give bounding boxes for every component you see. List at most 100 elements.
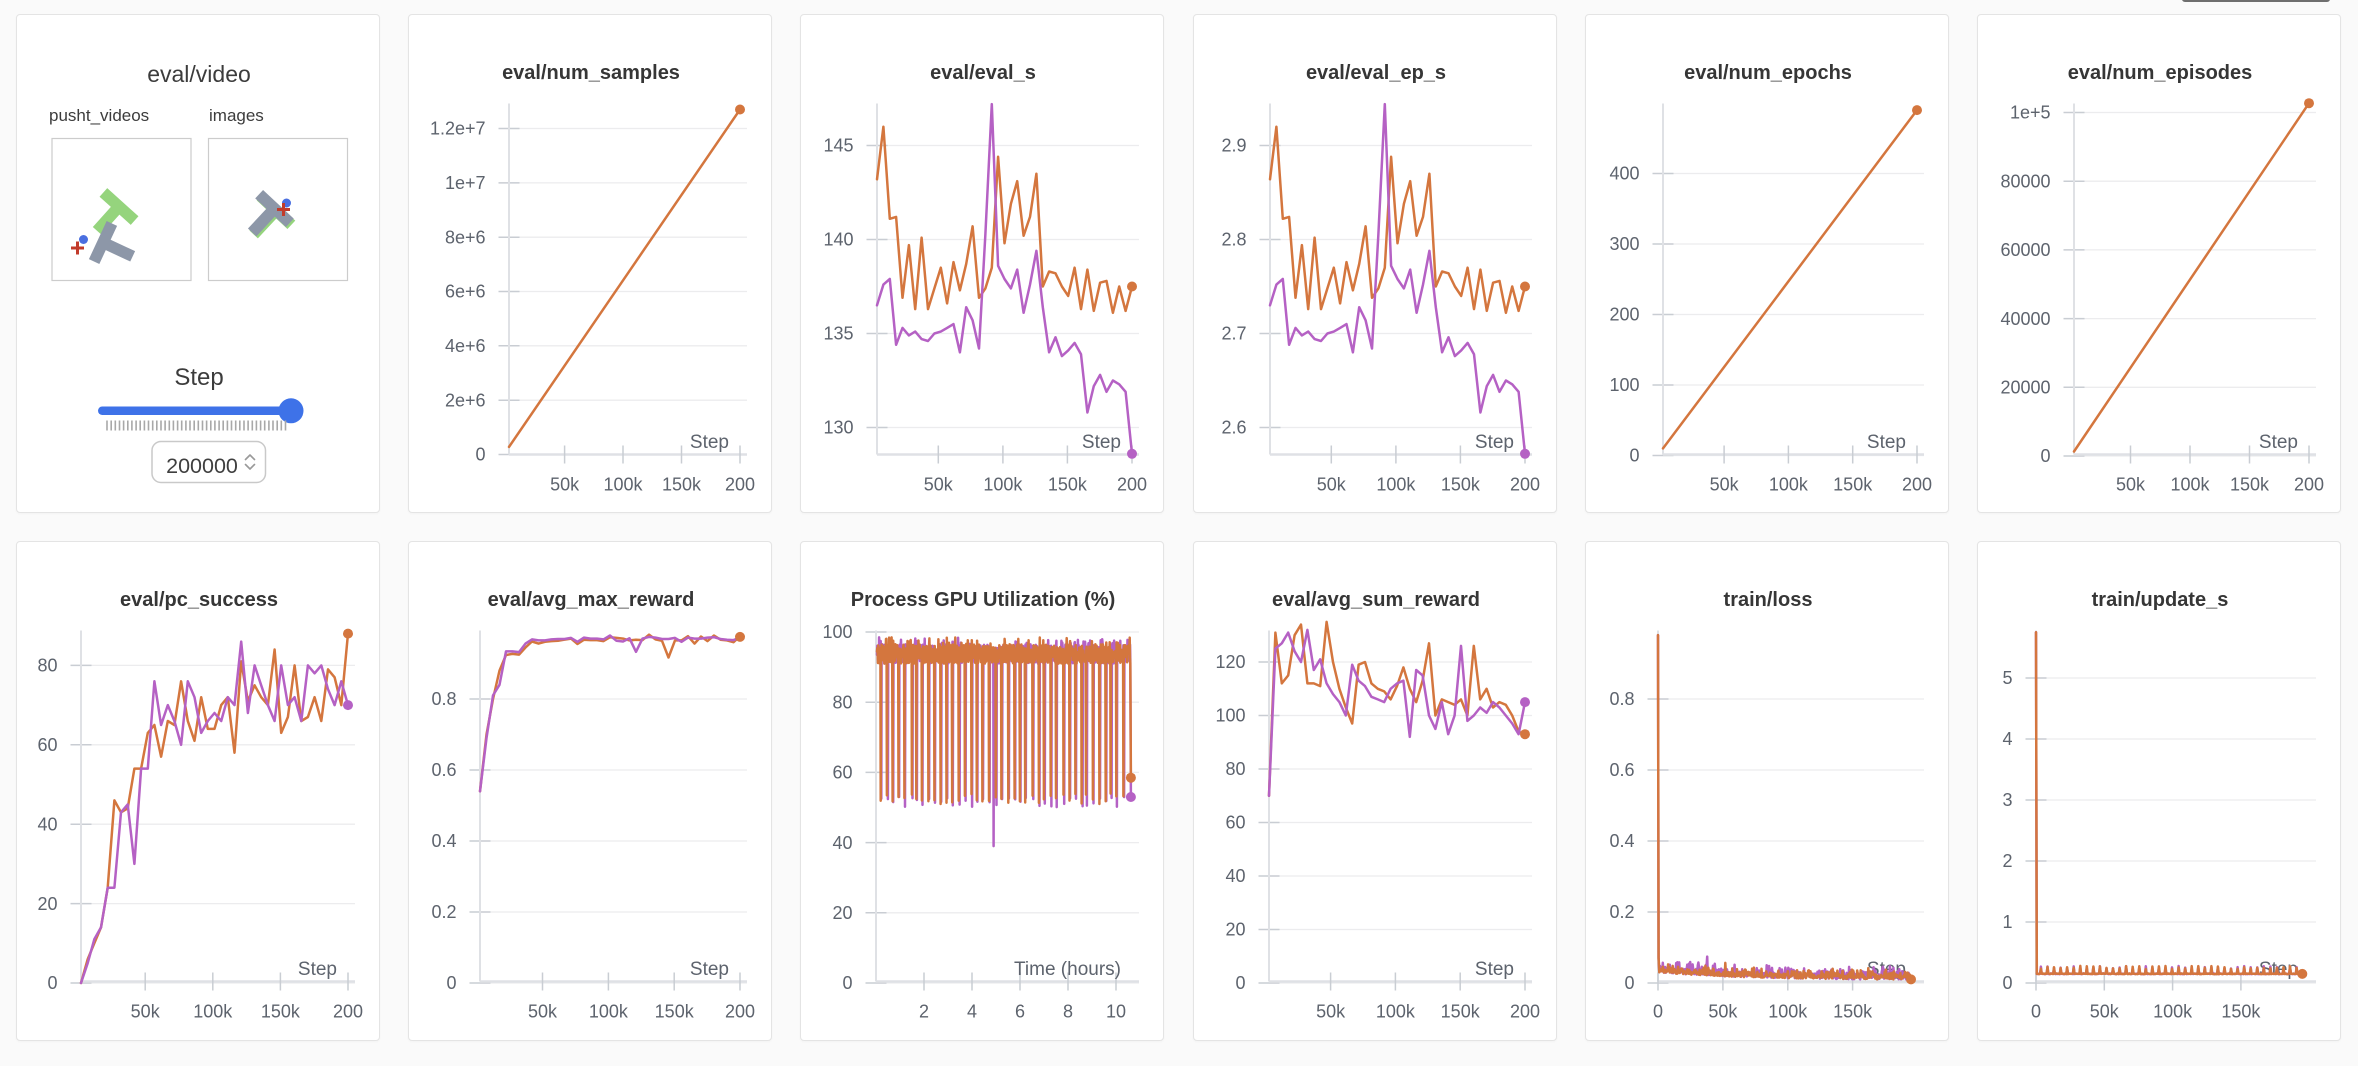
- svg-text:0.4: 0.4: [1609, 831, 1634, 851]
- svg-text:Step: Step: [1082, 432, 1121, 453]
- svg-text:100k: 100k: [604, 474, 644, 494]
- svg-text:Step: Step: [298, 959, 337, 980]
- svg-text:0: 0: [843, 973, 853, 993]
- svg-text:150k: 150k: [1833, 474, 1873, 494]
- svg-text:200: 200: [1902, 474, 1932, 494]
- svg-text:0.6: 0.6: [432, 760, 457, 780]
- svg-text:135: 135: [824, 323, 854, 343]
- svg-text:0: 0: [476, 444, 486, 464]
- svg-text:50k: 50k: [550, 474, 580, 494]
- svg-text:60: 60: [833, 763, 853, 783]
- svg-text:Process GPU Utilization (%): Process GPU Utilization (%): [851, 589, 1116, 611]
- svg-text:4: 4: [967, 1002, 977, 1022]
- svg-text:6: 6: [1015, 1002, 1025, 1022]
- svg-text:150k: 150k: [1440, 1002, 1480, 1022]
- svg-text:50k: 50k: [131, 1002, 161, 1022]
- svg-text:50k: 50k: [528, 1002, 558, 1022]
- svg-text:100: 100: [1215, 706, 1245, 726]
- svg-text:0.2: 0.2: [432, 902, 457, 922]
- svg-text:150k: 150k: [1048, 474, 1088, 494]
- svg-text:images: images: [209, 106, 264, 125]
- svg-text:200000: 200000: [166, 454, 238, 478]
- svg-text:50k: 50k: [924, 474, 954, 494]
- svg-text:50k: 50k: [1316, 1002, 1346, 1022]
- svg-text:50k: 50k: [1316, 474, 1346, 494]
- svg-text:150k: 150k: [1440, 474, 1480, 494]
- svg-text:40: 40: [1225, 866, 1245, 886]
- svg-text:100k: 100k: [193, 1002, 233, 1022]
- svg-text:150k: 150k: [655, 1002, 695, 1022]
- svg-text:100: 100: [823, 622, 853, 642]
- svg-text:0.8: 0.8: [1609, 689, 1634, 709]
- svg-text:2e+6: 2e+6: [445, 390, 486, 410]
- svg-text:2.8: 2.8: [1221, 229, 1246, 249]
- svg-text:5: 5: [2002, 668, 2012, 688]
- svg-text:200: 200: [1510, 474, 1540, 494]
- svg-text:50k: 50k: [2090, 1002, 2120, 1022]
- svg-text:1e+7: 1e+7: [445, 173, 486, 193]
- svg-text:10: 10: [1106, 1002, 1126, 1022]
- svg-text:Step: Step: [1475, 959, 1514, 980]
- svg-text:150k: 150k: [261, 1002, 301, 1022]
- svg-text:Step: Step: [1475, 432, 1514, 453]
- svg-text:150k: 150k: [1833, 1002, 1873, 1022]
- svg-text:0: 0: [1624, 973, 1634, 993]
- svg-text:Step: Step: [1867, 432, 1906, 453]
- svg-text:145: 145: [824, 135, 854, 155]
- svg-text:0: 0: [1653, 1002, 1663, 1022]
- svg-text:eval/video: eval/video: [147, 61, 251, 87]
- svg-text:200: 200: [725, 474, 755, 494]
- svg-text:0: 0: [1235, 973, 1245, 993]
- svg-text:eval/avg_sum_reward: eval/avg_sum_reward: [1272, 589, 1480, 611]
- svg-text:200: 200: [333, 1002, 363, 1022]
- svg-text:60000: 60000: [2000, 240, 2050, 260]
- svg-text:20: 20: [37, 894, 57, 914]
- svg-text:2.7: 2.7: [1221, 323, 1246, 343]
- svg-text:100: 100: [1609, 375, 1639, 395]
- svg-text:200: 200: [1609, 304, 1639, 324]
- svg-text:400: 400: [1609, 163, 1639, 183]
- svg-text:0.2: 0.2: [1609, 902, 1634, 922]
- svg-text:140: 140: [824, 229, 854, 249]
- svg-text:50k: 50k: [2116, 474, 2146, 494]
- svg-text:80000: 80000: [2000, 171, 2050, 191]
- svg-text:Step: Step: [174, 364, 223, 391]
- svg-text:20: 20: [833, 903, 853, 923]
- svg-text:train/loss: train/loss: [1723, 589, 1812, 611]
- svg-text:Time (hours): Time (hours): [1014, 959, 1121, 980]
- svg-text:1e+5: 1e+5: [2010, 102, 2051, 122]
- svg-text:eval/num_epochs: eval/num_epochs: [1684, 62, 1852, 84]
- svg-text:6e+6: 6e+6: [445, 281, 486, 301]
- svg-text:60: 60: [1225, 813, 1245, 833]
- svg-text:pusht_videos: pusht_videos: [49, 106, 149, 125]
- svg-text:80: 80: [833, 692, 853, 712]
- svg-text:0: 0: [2040, 446, 2050, 466]
- svg-text:300: 300: [1609, 234, 1639, 254]
- svg-text:100k: 100k: [589, 1002, 629, 1022]
- svg-text:80: 80: [1225, 759, 1245, 779]
- svg-text:100k: 100k: [2170, 474, 2210, 494]
- svg-text:2: 2: [919, 1002, 929, 1022]
- svg-text:50k: 50k: [1708, 1002, 1738, 1022]
- svg-text:100k: 100k: [1375, 1002, 1415, 1022]
- svg-text:130: 130: [824, 417, 854, 437]
- svg-text:80: 80: [37, 656, 57, 676]
- svg-text:40: 40: [833, 833, 853, 853]
- svg-text:Step: Step: [690, 432, 729, 453]
- svg-text:eval/pc_success: eval/pc_success: [120, 589, 278, 611]
- svg-text:20: 20: [1225, 920, 1245, 940]
- svg-text:40000: 40000: [2000, 308, 2050, 328]
- svg-text:100k: 100k: [1768, 1002, 1808, 1022]
- svg-text:200: 200: [2294, 474, 2324, 494]
- svg-text:0: 0: [2002, 973, 2012, 993]
- svg-text:40: 40: [37, 814, 57, 834]
- svg-text:eval/num_samples: eval/num_samples: [502, 62, 680, 84]
- svg-text:200: 200: [1117, 474, 1147, 494]
- svg-text:2.9: 2.9: [1221, 135, 1246, 155]
- svg-text:train/update_s: train/update_s: [2092, 589, 2229, 611]
- svg-text:eval/eval_ep_s: eval/eval_ep_s: [1306, 62, 1446, 84]
- svg-text:60: 60: [37, 735, 57, 755]
- svg-text:20000: 20000: [2000, 377, 2050, 397]
- svg-text:0.8: 0.8: [432, 689, 457, 709]
- svg-text:0.4: 0.4: [432, 831, 457, 851]
